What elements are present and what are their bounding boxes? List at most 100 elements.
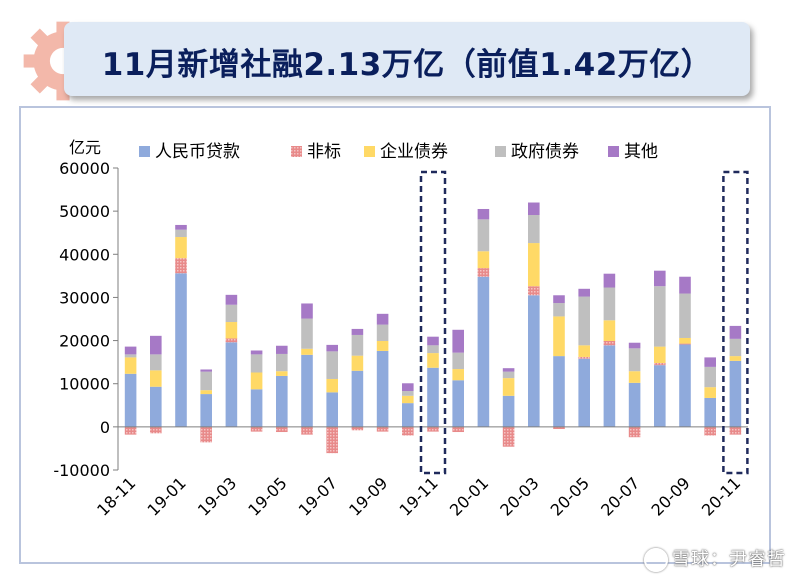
bar-19-01-s4: [175, 224, 187, 230]
x-tick-label: 20-05: [547, 473, 593, 519]
bar-20-04-s2: [553, 316, 565, 357]
y-tick-label: 20000: [59, 332, 110, 351]
x-tick-label: 19-05: [244, 473, 290, 519]
bar-19-04-s0: [250, 389, 263, 427]
bar-19-06-s3: [301, 318, 313, 349]
bar-19-12-s4: [452, 329, 464, 353]
bar-20-06-s0: [603, 345, 616, 427]
bar-20-05-s3: [578, 296, 590, 346]
bar-20-04-s1: [553, 426, 565, 430]
bar-19-10-s4: [402, 383, 414, 392]
bar-20-07-s2: [628, 371, 641, 383]
bar-20-05-s0: [578, 358, 590, 427]
x-tick-label: 18-11: [93, 473, 139, 519]
legend-label-s0: 人民币贷款: [155, 142, 240, 162]
x-tick-label: 20-03: [496, 473, 542, 519]
bar-20-02-s2: [502, 378, 515, 396]
bar-20-11-s1: [729, 426, 742, 435]
bar-20-09-s4: [679, 276, 691, 294]
bar-20-02-s1: [502, 426, 515, 447]
bar-18-12-s0: [150, 386, 162, 427]
bar-19-06-s4: [301, 303, 313, 319]
bar-20-07-s4: [628, 342, 641, 349]
bar-19-03-s3: [225, 304, 238, 323]
bar-19-09-s1: [376, 426, 389, 432]
bar-19-03-s0: [225, 342, 238, 427]
bar-19-04-s2: [250, 372, 263, 390]
bar-18-11-s2: [124, 357, 137, 374]
bar-20-04-s3: [553, 303, 565, 317]
bar-19-01-s2: [175, 237, 187, 259]
bar-19-07-s0: [326, 392, 338, 427]
bar-19-06-s1: [301, 426, 313, 435]
y-tick-label: 40000: [59, 245, 110, 264]
bar-20-08-s0: [654, 365, 666, 427]
bar-20-06-s3: [603, 287, 616, 321]
x-tick-label: 19-03: [194, 473, 240, 519]
bar-20-08-s3: [654, 286, 666, 347]
bar-20-06-s2: [603, 320, 616, 342]
title-banner: 11月新增社融2.13万亿（前值1.42万亿）: [64, 22, 750, 96]
bar-20-01-s3: [477, 219, 490, 252]
bar-19-02-s0: [200, 394, 212, 427]
bar-19-11-s2: [427, 353, 439, 368]
bar-18-12-s2: [150, 370, 162, 387]
legend-label-s3: 政府债券: [511, 142, 579, 162]
bar-20-10-s4: [704, 357, 716, 367]
legend-swatch-s4: [608, 146, 619, 157]
bar-19-10-s0: [402, 403, 414, 427]
bar-20-05-s4: [578, 288, 590, 297]
x-tick-label: 19-09: [345, 473, 391, 519]
bar-20-09-s0: [679, 344, 691, 427]
chart-frame: -10000 0 10000 20000 30000 40000 50000 60000 亿元 1…: [19, 106, 771, 564]
bar-19-08-s4: [351, 328, 364, 335]
legend-label-s2: 企业债券: [380, 142, 448, 162]
bar-20-03-s3: [528, 215, 540, 244]
bar-19-07-s1: [326, 426, 338, 454]
bar-19-04-s1: [250, 426, 263, 432]
bar-20-03-s1: [528, 286, 540, 296]
bar-20-10-s0: [704, 397, 716, 427]
bar-19-05-s0: [276, 375, 288, 427]
bar-19-08-s1: [351, 426, 364, 431]
page-title: 11月新增社融2.13万亿（前值1.42万亿）: [101, 47, 713, 83]
bar-20-07-s3: [628, 348, 641, 372]
bar-19-05-s3: [276, 353, 288, 372]
bar-19-03-s4: [225, 294, 238, 305]
bar-19-02-s1: [200, 426, 212, 443]
bar-20-03-s4: [528, 202, 540, 216]
y-tick-label: -10000: [53, 461, 110, 480]
bar-20-01-s1: [477, 268, 490, 277]
bar-18-11-s1: [124, 426, 137, 435]
bar-20-10-s1: [704, 426, 716, 436]
y-tick-label: 30000: [59, 288, 110, 307]
y-tick-label: 60000: [59, 159, 110, 178]
bar-20-03-s0: [528, 295, 540, 427]
bar-19-01-s0: [175, 273, 187, 427]
bar-20-07-s0: [628, 382, 641, 427]
legend-swatch-s0: [139, 146, 150, 157]
bar-19-08-s0: [351, 370, 364, 427]
x-tick-label: 20-07: [597, 473, 643, 519]
bar-20-09-s3: [679, 293, 691, 338]
y-tick-label: 50000: [59, 202, 110, 221]
bar-20-05-s2: [578, 345, 590, 357]
bar-20-02-s4: [502, 368, 515, 372]
bar-20-01-s4: [477, 208, 490, 220]
bar-19-11-s4: [427, 336, 439, 346]
bar-20-06-s4: [603, 273, 616, 288]
bar-18-11-s3: [124, 354, 137, 358]
x-tick-label: 19-01: [144, 473, 190, 519]
legend-label-s1: 非标: [307, 142, 341, 162]
bar-19-09-s4: [376, 313, 389, 325]
bar-19-04-s4: [250, 350, 263, 355]
bar-18-12-s3: [150, 354, 162, 371]
bar-19-01-s3: [175, 229, 187, 238]
bar-20-11-s4: [729, 325, 742, 339]
bar-20-04-s0: [553, 356, 565, 427]
bar-20-02-s0: [502, 395, 515, 427]
bar-19-12-s0: [452, 380, 464, 427]
watermark-text: 雪球：尹睿哲: [672, 549, 786, 570]
bar-20-01-s0: [477, 276, 490, 427]
bar-18-11-s4: [124, 346, 137, 355]
